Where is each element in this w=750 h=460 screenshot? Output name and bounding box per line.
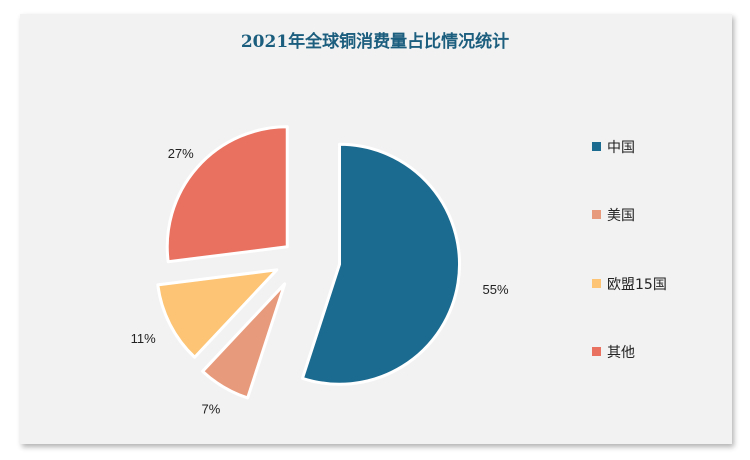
legend-swatch-2 <box>592 210 601 219</box>
legend-label-4: 其他 <box>607 345 635 361</box>
data-label-3: 11% <box>131 331 156 346</box>
data-label-4: 27% <box>168 146 194 161</box>
pie-slices <box>156 125 462 400</box>
legend-label-3: 欧盟15国 <box>607 277 667 293</box>
legend-swatch-4 <box>592 347 601 356</box>
data-label-1: 55% <box>483 282 509 297</box>
legend-swatch-1 <box>592 142 601 151</box>
legend-label-1: 中国 <box>607 140 635 156</box>
data-label-2: 7% <box>202 402 221 417</box>
pie-slice-2 <box>201 282 287 400</box>
pie-slice-4 <box>165 125 289 264</box>
legend-swatch-3 <box>592 279 601 288</box>
pie-slice-3 <box>156 268 279 359</box>
pie-slice-1 <box>300 142 462 386</box>
legend-label-2: 美国 <box>607 208 635 224</box>
data-labels: 55% 7% 11% 27% <box>131 146 509 417</box>
chart-title: 2021年全球铜消费量占比情况统计 <box>241 31 509 52</box>
